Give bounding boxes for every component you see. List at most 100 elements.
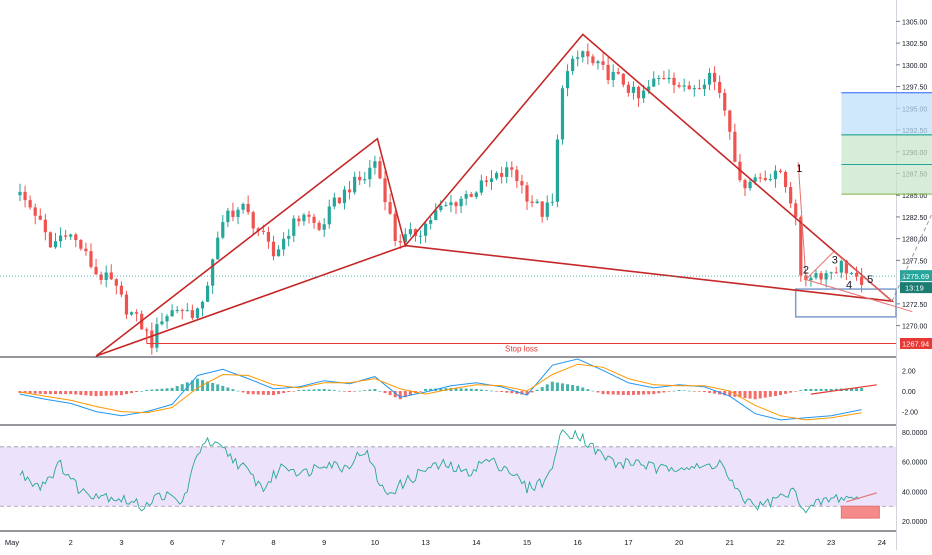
macd-histogram-bar <box>824 388 828 391</box>
macd-histogram-bar <box>256 391 260 395</box>
macd-histogram-bar <box>332 390 336 391</box>
candle-body <box>43 219 47 233</box>
macd-histogram-bar <box>550 381 554 391</box>
macd-histogram-bar <box>708 391 712 393</box>
time-axis[interactable]: May 2 3 6 7 8 9 10 13 14 15 16 17 20 21 22 23 24 <box>5 538 886 547</box>
macd-histogram-bar <box>560 383 564 391</box>
candle-body <box>150 330 154 348</box>
candle-body <box>48 232 53 248</box>
candle-body <box>535 201 539 204</box>
macd-histogram-bar <box>834 388 838 391</box>
candle-body <box>79 240 83 249</box>
macd-histogram-bar <box>814 388 818 391</box>
macd-histogram-bar <box>804 388 808 391</box>
candle-body <box>814 273 818 278</box>
candle-body <box>58 235 63 242</box>
candle-body <box>464 194 468 199</box>
candle-body <box>89 251 93 267</box>
candle-body <box>160 321 164 325</box>
candle-body <box>591 56 595 64</box>
candle-body <box>789 187 793 204</box>
time-tick-label: 14 <box>472 538 480 547</box>
y-tick-label: 1300.00 <box>902 63 927 70</box>
macd-histogram-bar <box>48 391 52 395</box>
macd-tick-label: 2.00 <box>902 368 916 375</box>
candle-body <box>601 61 605 65</box>
candle-body <box>515 169 519 182</box>
macd-histogram-bar <box>596 391 600 393</box>
candle-body <box>327 206 331 225</box>
macd-histogram-bar <box>140 391 144 392</box>
macd-histogram-bar <box>809 388 813 391</box>
candle-body <box>626 84 630 93</box>
candle-body <box>388 202 392 214</box>
macd-histogram-bar <box>601 391 605 395</box>
y-tick-label: 1277.50 <box>902 258 927 265</box>
macd-histogram-bar <box>69 391 73 395</box>
candle-body <box>398 240 402 243</box>
macd-histogram-bar <box>606 391 610 395</box>
candle-body <box>221 222 225 238</box>
rsi-tick-label: 40.0000 <box>902 489 927 496</box>
macd-histogram-bar <box>545 384 549 391</box>
candle-body <box>763 178 767 181</box>
macd-histogram-bar <box>474 388 478 391</box>
candle-body <box>692 88 696 90</box>
rsi-line <box>19 429 860 514</box>
candle-body <box>195 308 200 318</box>
candle-body <box>596 61 600 64</box>
candle-body <box>408 229 412 235</box>
macd-histogram-bar <box>408 391 412 396</box>
fib-zone-0786 <box>841 92 932 135</box>
macd-histogram-bar <box>424 388 428 391</box>
macd-panel <box>18 358 877 421</box>
stop-loss-value: 1267.94 <box>902 339 929 348</box>
candle-body <box>302 214 306 222</box>
macd-histogram-bar <box>779 391 782 396</box>
candle-body <box>733 131 737 162</box>
macd-histogram-bar <box>89 391 93 396</box>
rsi-tick-label: 20.0000 <box>902 519 927 526</box>
macd-histogram-bar <box>388 391 392 396</box>
candle-body <box>261 230 265 232</box>
candle-body <box>642 90 646 99</box>
macd-histogram-bar <box>743 391 747 399</box>
wave-label: 1 <box>796 163 802 175</box>
macd-histogram-bar <box>383 391 387 394</box>
candle-body <box>474 192 478 197</box>
candle-body <box>297 218 301 222</box>
candle-body <box>728 110 732 132</box>
candle-body <box>819 273 823 280</box>
macd-histogram-bar <box>23 391 27 394</box>
macd-histogram-bar <box>860 387 864 391</box>
time-tick-label: 2 <box>69 538 73 547</box>
candle-body <box>175 310 179 312</box>
candle-body <box>256 228 260 231</box>
time-tick-label: 3 <box>119 538 123 547</box>
macd-histogram-bar <box>555 382 559 391</box>
macd-histogram-bar <box>190 380 194 391</box>
rsi-band <box>0 446 896 507</box>
candle-body <box>363 179 367 181</box>
y-tick-label: 1285.00 <box>902 193 927 200</box>
candle-body <box>824 273 828 280</box>
candle-body <box>500 173 504 177</box>
candle-body <box>555 139 560 202</box>
macd-histogram-bar <box>327 389 331 391</box>
macd-histogram-bar <box>307 389 311 391</box>
macd-histogram-bar <box>530 391 534 393</box>
macd-histogram-bar <box>43 391 47 395</box>
candle-body <box>444 205 448 207</box>
candle-body <box>434 210 438 221</box>
macd-histogram-bar <box>849 388 853 391</box>
candle-body <box>702 84 707 90</box>
macd-histogram-bar <box>616 391 620 395</box>
candle-body <box>748 181 752 189</box>
candle-body <box>657 78 661 80</box>
time-tick-label: 8 <box>271 538 275 547</box>
candle-body <box>839 260 843 273</box>
macd-histogram-bar <box>484 390 488 391</box>
candle-body <box>565 71 570 89</box>
wedge-upper-trendline <box>833 251 893 302</box>
